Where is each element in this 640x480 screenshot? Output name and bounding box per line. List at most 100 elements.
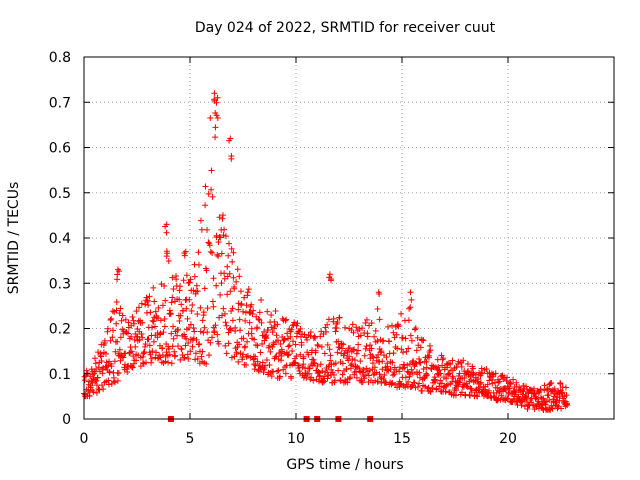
data-point <box>161 323 168 330</box>
data-point <box>214 94 221 101</box>
data-point <box>118 317 125 324</box>
data-point <box>171 348 178 355</box>
data-point <box>271 318 278 325</box>
data-point <box>427 347 434 354</box>
data-point <box>145 302 152 309</box>
data-point <box>197 217 204 224</box>
data-point <box>361 352 368 359</box>
data-point <box>326 346 333 353</box>
data-point <box>410 357 417 364</box>
data-point <box>307 329 314 336</box>
data-point <box>498 392 505 399</box>
data-point <box>185 279 192 286</box>
data-point <box>176 318 183 325</box>
data-point <box>332 360 339 367</box>
data-point <box>390 329 397 336</box>
data-point <box>464 360 471 367</box>
data-point <box>116 346 123 353</box>
data-point <box>189 343 196 350</box>
data-point <box>317 333 324 340</box>
data-point <box>458 389 465 396</box>
data-point <box>178 301 185 308</box>
y-tick-label: 0.6 <box>49 141 71 157</box>
data-point <box>411 326 418 333</box>
data-point <box>437 370 444 377</box>
data-point <box>232 324 239 331</box>
data-point <box>350 329 357 336</box>
data-point <box>192 356 199 363</box>
data-point <box>267 348 274 355</box>
data-point <box>107 317 114 324</box>
data-point <box>111 358 118 365</box>
data-point <box>407 289 414 296</box>
data-point <box>436 367 443 374</box>
data-point <box>363 316 370 323</box>
data-point <box>437 377 444 384</box>
x-axis-label: GPS time / hours <box>286 457 403 473</box>
data-point <box>272 308 279 315</box>
data-point <box>435 364 442 371</box>
data-point <box>274 321 281 328</box>
data-point <box>507 381 514 388</box>
data-point <box>204 305 211 312</box>
data-point <box>129 364 136 371</box>
data-point <box>192 350 199 357</box>
data-point <box>399 334 406 341</box>
data-point <box>377 349 384 356</box>
data-point <box>182 248 189 255</box>
data-point <box>398 310 405 317</box>
data-point <box>108 363 115 370</box>
data-point <box>298 341 305 348</box>
data-point <box>167 311 174 318</box>
data-point <box>259 332 266 339</box>
data-point <box>407 371 414 378</box>
data-point <box>407 304 414 311</box>
data-point <box>324 321 331 328</box>
data-point <box>383 354 390 361</box>
data-point <box>177 283 184 290</box>
data-point <box>423 372 430 379</box>
data-point <box>176 296 183 303</box>
data-point <box>396 368 403 375</box>
data-point <box>319 368 326 375</box>
data-point <box>472 387 479 394</box>
data-point <box>343 366 350 373</box>
data-point <box>355 341 362 348</box>
data-point <box>327 352 334 359</box>
data-point <box>143 294 150 301</box>
data-point <box>129 314 136 321</box>
data-point <box>107 337 114 344</box>
data-point <box>237 350 244 357</box>
chart-title: Day 024 of 2022, SRMTID for receiver cuu… <box>195 20 496 36</box>
data-point <box>447 361 454 368</box>
data-point <box>387 366 394 373</box>
data-point <box>538 395 545 402</box>
data-point <box>285 343 292 350</box>
data-point <box>168 299 175 306</box>
data-point <box>254 324 261 331</box>
data-point <box>477 379 484 386</box>
data-point <box>200 309 207 316</box>
data-point <box>510 376 517 383</box>
data-point <box>227 327 234 334</box>
data-point <box>556 397 563 404</box>
data-point <box>133 357 140 364</box>
data-point <box>139 319 146 326</box>
data-point <box>243 353 250 360</box>
y-axis-label: SRMTID / TECUs <box>6 182 22 295</box>
data-point <box>127 349 134 356</box>
data-point <box>407 332 414 339</box>
data-point <box>291 319 298 326</box>
data-point <box>173 276 180 283</box>
data-point <box>376 358 383 365</box>
data-point <box>445 360 452 367</box>
data-point <box>353 350 360 357</box>
data-point <box>172 352 179 359</box>
data-point <box>271 322 278 329</box>
data-point <box>470 365 477 372</box>
data-point <box>201 285 208 292</box>
data-point <box>266 342 273 349</box>
data-point <box>216 214 223 221</box>
data-point <box>183 272 190 279</box>
data-point <box>467 385 474 392</box>
